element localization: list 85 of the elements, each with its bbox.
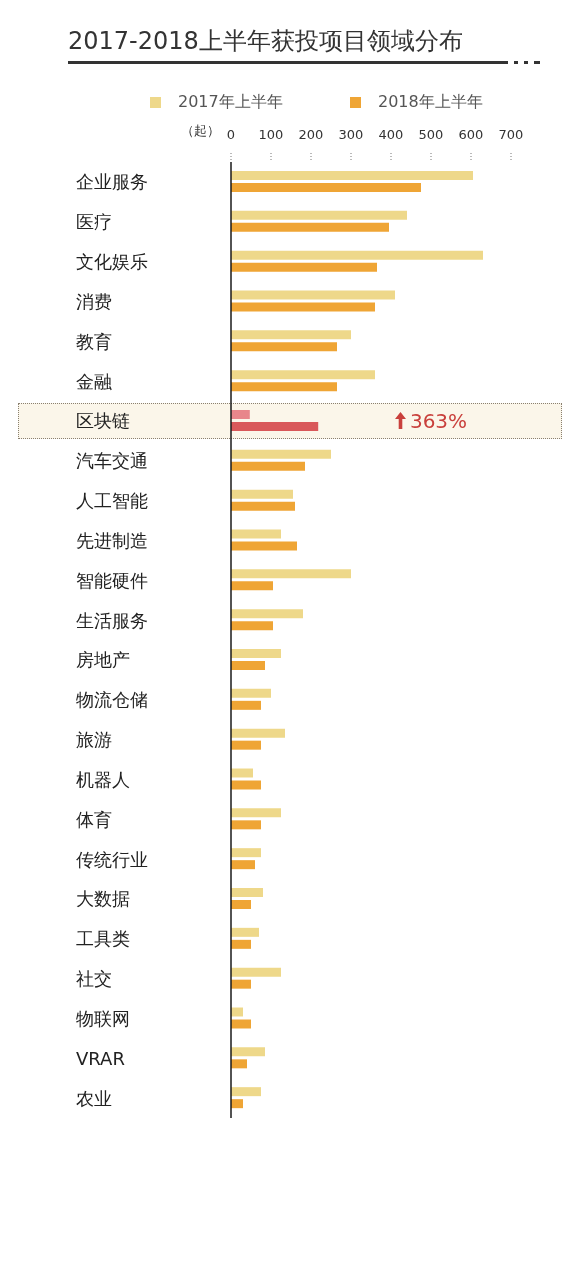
bar: [231, 649, 281, 658]
bar: [231, 461, 305, 471]
bar: [231, 222, 389, 232]
bar: [231, 888, 263, 897]
x-tick-label: 600: [458, 127, 484, 142]
y-tick-label: 企业服务: [76, 171, 148, 193]
bar: [231, 1059, 247, 1069]
bar: [231, 410, 250, 419]
legend-label: 2017年上半年: [178, 92, 283, 113]
bar: [231, 768, 253, 778]
bar: [231, 262, 377, 272]
bar: [231, 900, 251, 909]
bar: [231, 860, 255, 870]
bar: [231, 489, 293, 499]
y-tick-label: 医疗: [76, 211, 112, 233]
bar: [231, 370, 375, 380]
bar: [231, 927, 259, 937]
y-tick-label: 大数据: [76, 888, 130, 910]
y-tick-label: 生活服务: [76, 609, 148, 631]
y-tick-label: 教育: [76, 330, 112, 352]
bar: [231, 422, 319, 431]
annotation: 363%: [409, 408, 468, 433]
bar: [231, 848, 261, 858]
bar: [231, 661, 265, 670]
x-tick-label: 300: [338, 127, 364, 142]
x-tick-label: 100: [258, 127, 284, 142]
x-tick-label: 0: [226, 127, 236, 142]
bar: [231, 1019, 251, 1029]
y-tick-label: VRAR: [76, 1047, 125, 1069]
y-tick-label: 金融: [76, 370, 112, 392]
bar: [231, 569, 351, 579]
bar: [231, 967, 281, 977]
bar: [231, 1099, 243, 1109]
bar: [231, 210, 407, 220]
bar: [231, 382, 337, 392]
y-tick-label: 区块链: [76, 410, 130, 432]
x-axis-title: （起）: [180, 123, 220, 138]
bar: [231, 1007, 243, 1017]
x-tick-label: 700: [498, 127, 524, 142]
x-tick-label: 400: [378, 127, 404, 142]
bar: [231, 529, 281, 539]
y-tick-label: 物流仓储: [76, 689, 148, 711]
bar: [231, 808, 281, 818]
y-tick-label: 文化娱乐: [76, 251, 148, 273]
y-tick-label: 体育: [76, 808, 112, 830]
bar: [231, 728, 285, 738]
bar: [231, 740, 261, 750]
bar: [231, 939, 251, 949]
bar: [231, 1087, 261, 1097]
y-tick-label: 旅游: [76, 729, 112, 751]
x-tick-label: 500: [418, 127, 444, 142]
bar: [231, 820, 261, 830]
bar: [231, 342, 337, 352]
bar: [231, 449, 331, 459]
bar: [231, 302, 375, 312]
y-tick-label: 农业: [76, 1087, 112, 1109]
y-tick-label: 消费: [76, 290, 112, 312]
bar: [231, 330, 351, 340]
y-tick-label: 传统行业: [76, 848, 148, 870]
y-tick-label: 工具类: [76, 928, 130, 950]
y-tick-label: 汽车交通: [76, 450, 148, 472]
y-tick-label: 物联网: [76, 1007, 130, 1029]
bar: [231, 609, 303, 619]
bar: [231, 171, 473, 180]
bar: [231, 501, 295, 511]
bar: [231, 290, 395, 300]
bar: [231, 183, 421, 192]
bar: [231, 688, 271, 698]
y-tick-label: 机器人: [76, 768, 130, 790]
bar: [231, 541, 297, 551]
bar: [231, 1047, 265, 1057]
bar: [231, 250, 483, 260]
bar: [231, 700, 261, 710]
x-tick-label: 200: [298, 127, 324, 142]
legend-label: 2018年上半年: [378, 92, 483, 113]
bar: [231, 780, 261, 790]
y-tick-label: 社交: [76, 968, 112, 990]
bar: [231, 621, 273, 631]
y-tick-label: 房地产: [76, 649, 130, 671]
y-tick-label: 智能硬件: [76, 569, 148, 591]
bar: [231, 979, 251, 989]
y-tick-label: 先进制造: [76, 529, 148, 551]
bar: [231, 581, 273, 591]
chart-title: 2017-2018上半年获投项目领域分布: [68, 27, 463, 55]
y-tick-label: 人工智能: [76, 490, 148, 512]
